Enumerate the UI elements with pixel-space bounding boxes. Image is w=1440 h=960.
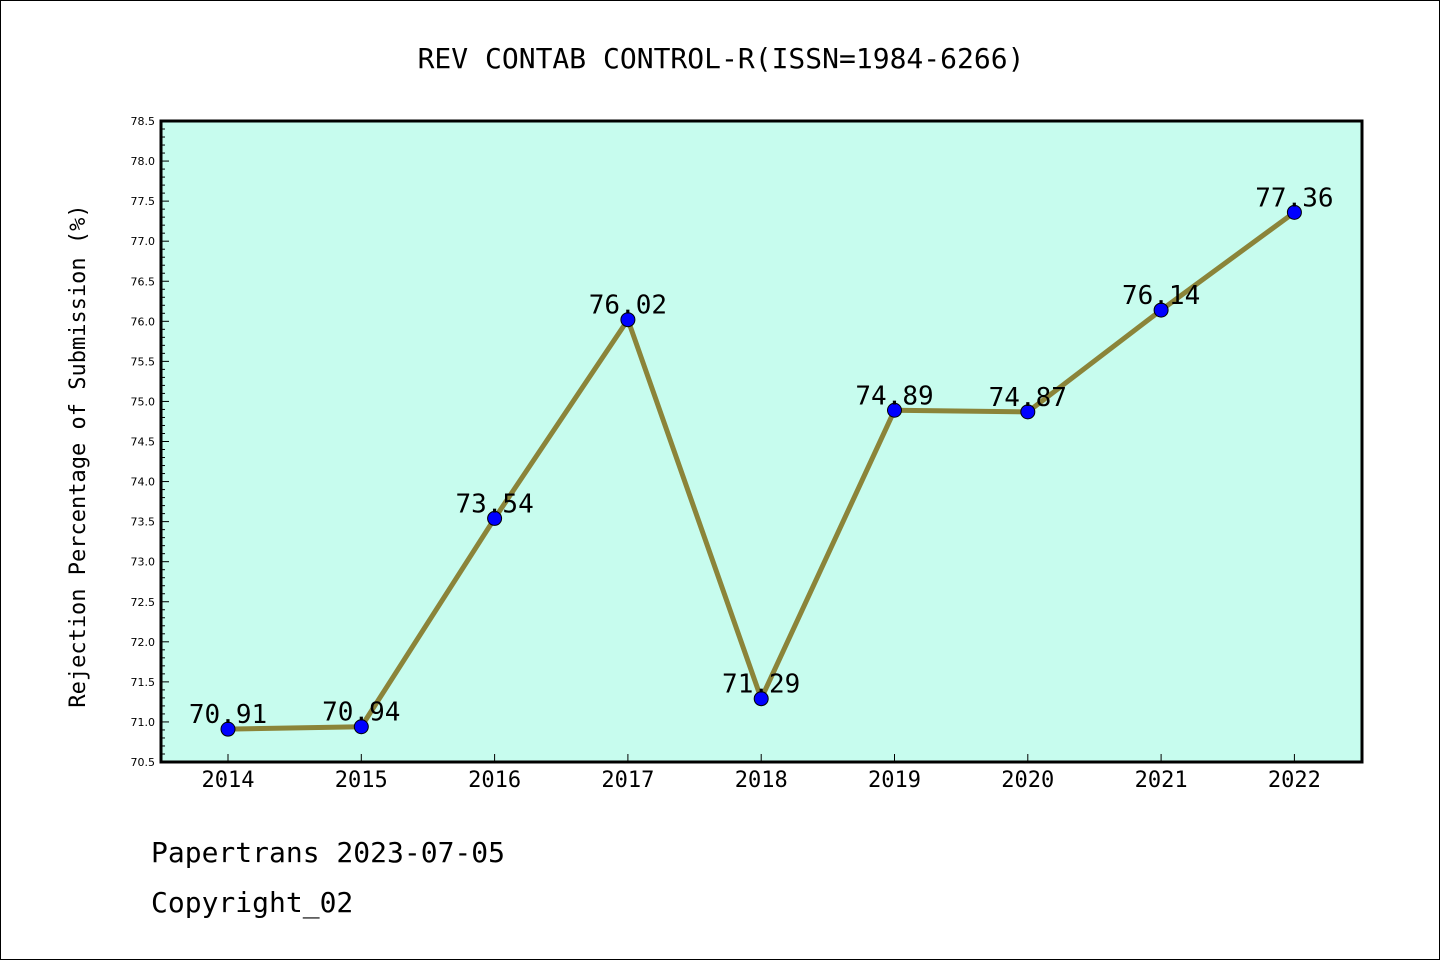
y-tick-label: 72.5	[131, 596, 156, 609]
data-point	[620, 312, 636, 328]
data-label: 71.29	[722, 670, 800, 700]
data-point	[487, 510, 503, 526]
y-tick-label: 76.5	[131, 275, 156, 288]
data-label: 70.94	[322, 698, 400, 728]
x-tick-label: 2020	[1001, 768, 1054, 793]
x-tick-label: 2015	[335, 768, 388, 793]
x-tick-label: 2022	[1268, 768, 1321, 793]
y-tick-label: 75.0	[131, 395, 156, 408]
x-tick-label: 2018	[735, 768, 788, 793]
y-tick-label: 71.5	[131, 676, 156, 689]
y-tick-label: 74.5	[131, 436, 156, 449]
x-tick-label: 2014	[202, 768, 255, 793]
x-tick-label: 2016	[468, 768, 521, 793]
x-tick-label: 2017	[601, 768, 654, 793]
footer-date: Papertrans 2023-07-05	[151, 836, 506, 869]
data-label: 76.02	[589, 291, 667, 321]
y-tick-label: 75.5	[131, 355, 156, 368]
x-axis-ticks: 2014 2015 2016 2017 2018 2019 2020 2021 2022	[202, 754, 1321, 793]
y-axis-label: Rejection Percentage of Submission (%)	[66, 204, 91, 707]
data-label: 77.36	[1255, 183, 1333, 213]
y-tick-label: 77.5	[131, 195, 156, 208]
y-tick-label: 74.0	[131, 476, 156, 489]
series-markers	[220, 204, 1302, 737]
data-label: 70.91	[189, 700, 267, 730]
chart-title: REV CONTAB CONTROL-R(ISSN=1984-6266)	[418, 42, 1025, 75]
data-point	[353, 719, 369, 735]
data-point	[1020, 404, 1036, 420]
y-tick-label: 76.0	[131, 315, 156, 328]
y-tick-label: 70.5	[131, 756, 156, 769]
data-point	[1286, 204, 1302, 220]
data-label: 74.87	[989, 383, 1067, 413]
y-tick-label: 78.0	[131, 155, 156, 168]
x-tick-label: 2019	[868, 768, 921, 793]
data-labels: 70.91 70.94 73.54 76.02 71.29 74.89 74.87 76.14…	[189, 183, 1334, 730]
y-tick-label: 72.0	[131, 636, 156, 649]
data-point	[753, 691, 769, 707]
y-tick-label: 73.0	[131, 556, 156, 569]
plot-area	[159, 119, 1364, 764]
data-label: 76.14	[1122, 281, 1200, 311]
y-tick-label: 77.0	[131, 235, 156, 248]
data-point	[220, 721, 236, 737]
y-tick-label: 71.0	[131, 716, 156, 729]
data-point	[887, 402, 902, 418]
y-tick-label: 78.5	[131, 115, 156, 128]
y-axis-ticks: 70.5 71.0 71.5 72.0 72.5 73.0 73.5 74.0 74.5 75.0…	[131, 115, 169, 769]
y-tick-label: 73.5	[131, 516, 156, 529]
footer-copyright: Copyright_02	[151, 886, 354, 919]
data-label: 74.89	[855, 381, 933, 411]
data-point	[1153, 302, 1169, 318]
data-label: 73.54	[455, 489, 533, 519]
x-tick-label: 2021	[1135, 768, 1188, 793]
